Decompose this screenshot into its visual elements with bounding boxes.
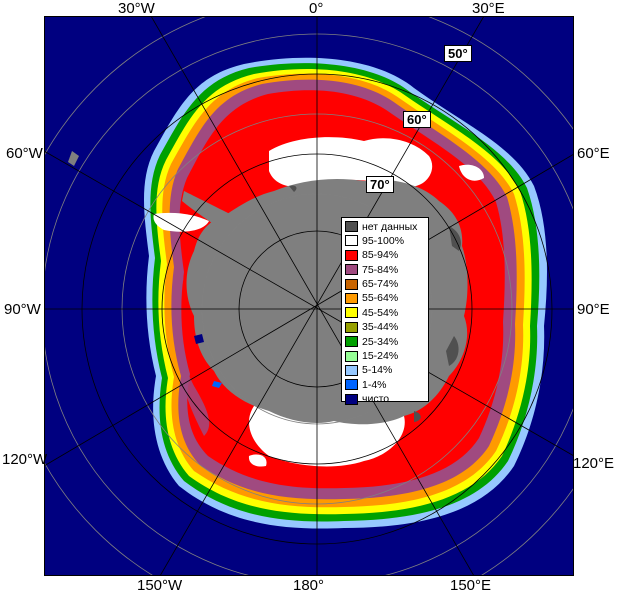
legend-swatch [345, 249, 358, 261]
map-frame [44, 16, 574, 576]
legend-item: 85-94% [345, 249, 426, 262]
lat-label-50: 50° [444, 45, 472, 62]
legend-item: 1-4% [345, 378, 426, 391]
meridian-60w-120e [44, 150, 574, 457]
map-canvas [44, 16, 574, 576]
lon-label-30w: 30°W [118, 0, 155, 17]
lon-label-30e: 30°E [472, 0, 505, 17]
legend-swatch [345, 364, 358, 376]
legend-item: 15-24% [345, 350, 426, 363]
legend-swatch [345, 278, 358, 290]
legend-item: 55-64% [345, 292, 426, 305]
legend-label: 85-94% [362, 249, 399, 262]
ice-patch-east-2 [459, 164, 484, 181]
lon-label-90e: 90°E [577, 301, 610, 318]
lon-label-0: 0° [309, 0, 324, 17]
legend-item: чисто [345, 393, 426, 406]
meridian-30e-150w [159, 16, 485, 576]
ice-patch-left [153, 212, 209, 232]
legend-swatch [345, 350, 358, 362]
south-america-tip [68, 151, 79, 166]
lat-label-60: 60° [403, 111, 431, 128]
lon-label-60w: 60°W [6, 145, 43, 162]
legend-label: 65-74% [362, 278, 399, 291]
legend-item: 95-100% [345, 234, 426, 247]
legend-swatch [345, 292, 358, 304]
ice-band-purple-inner [175, 276, 210, 436]
legend-swatch [345, 221, 358, 232]
lon-label-150w: 150°W [137, 577, 183, 594]
antarctic-peninsula [182, 191, 234, 231]
meridian-60e-120w [44, 153, 574, 467]
legend-swatch [345, 235, 358, 247]
lon-label-120e: 120°E [573, 455, 615, 472]
legend-swatch [345, 321, 358, 333]
concentration-legend: нет данных 95-100% 85-94% 75-84% 65-74% 55-64… [341, 217, 429, 405]
legend-label: 1-4% [362, 378, 387, 391]
legend-label: 95-100% [362, 234, 405, 247]
lon-label-180: 180° [293, 577, 325, 594]
lat-label-70: 70° [366, 176, 394, 193]
legend-label: 5-14% [362, 364, 393, 377]
legend-swatch [345, 307, 358, 319]
legend-item: 65-74% [345, 278, 426, 291]
sea-ice-map [44, 16, 574, 576]
legend-item: нет данных [345, 220, 426, 233]
legend-swatch [345, 393, 358, 405]
dark-water-spot [212, 381, 222, 388]
ice-patch-weddell [269, 137, 433, 187]
legend-label: 35-44% [362, 321, 399, 334]
legend-item: 5-14% [345, 364, 426, 377]
lon-label-120w: 120°W [2, 451, 48, 468]
legend-swatch [345, 336, 358, 348]
legend-swatch [345, 264, 358, 276]
lon-label-150e: 150°E [450, 577, 492, 594]
legend-label: 55-64% [362, 292, 399, 305]
legend-item: 75-84% [345, 263, 426, 276]
legend-item: 25-34% [345, 335, 426, 348]
legend-label: нет данных [362, 220, 418, 233]
legend-label: 75-84% [362, 263, 399, 276]
legend-label: чисто [362, 393, 390, 406]
lon-label-90w: 90°W [4, 301, 41, 318]
lon-label-60e: 60°E [577, 145, 610, 162]
legend-label: 15-24% [362, 350, 399, 363]
legend-swatch [345, 379, 358, 391]
ice-patch-east [374, 145, 396, 167]
dark-water-spot-2 [194, 334, 204, 344]
legend-item: 45-54% [345, 306, 426, 319]
legend-label: 45-54% [362, 306, 399, 319]
meridian-30w-150e [150, 16, 475, 576]
legend-item: 35-44% [345, 321, 426, 334]
ice-patch-ross-2 [248, 454, 267, 467]
legend-label: 25-34% [362, 335, 399, 348]
